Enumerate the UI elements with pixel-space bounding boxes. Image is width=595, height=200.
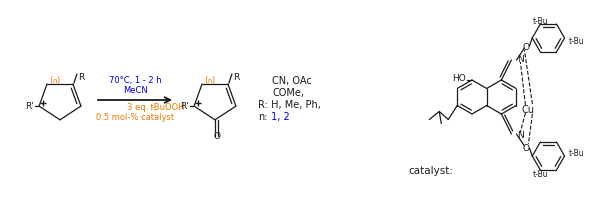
Text: N: N [518, 131, 524, 140]
Text: R:: R: [258, 100, 268, 109]
Text: 70°C, 1 - 2 h: 70°C, 1 - 2 h [109, 76, 161, 85]
Text: O: O [523, 42, 530, 51]
Text: t: t [149, 103, 152, 112]
Text: t-Bu: t-Bu [569, 36, 584, 45]
Text: R: R [78, 73, 84, 82]
Text: O: O [523, 144, 530, 153]
Text: t-Bu: t-Bu [533, 17, 548, 26]
Text: 0.5 mol-% catalyst: 0.5 mol-% catalyst [96, 113, 174, 122]
Text: COMe,: COMe, [272, 88, 304, 98]
Text: R': R' [180, 101, 189, 110]
Text: CN, OAc: CN, OAc [272, 76, 312, 86]
Text: ): ) [211, 76, 215, 85]
Text: O: O [213, 131, 220, 140]
Text: 3 eq.: 3 eq. [127, 103, 151, 112]
Text: MeCN: MeCN [123, 86, 148, 95]
Text: n: n [53, 78, 57, 84]
Text: (: ( [49, 76, 53, 85]
Text: HO: HO [452, 74, 466, 83]
Text: ): ) [57, 76, 60, 85]
Text: H, Me, Ph,: H, Me, Ph, [268, 100, 321, 109]
Text: R: R [233, 73, 239, 82]
Text: N: N [518, 55, 524, 64]
Text: t-Bu: t-Bu [569, 149, 584, 158]
Text: catalyst:: catalyst: [408, 165, 453, 175]
Text: 1, 2: 1, 2 [268, 111, 290, 121]
Text: R': R' [26, 101, 34, 110]
Text: n: n [208, 78, 212, 84]
Text: n:: n: [258, 111, 268, 121]
Text: -BuOOH: -BuOOH [152, 103, 186, 112]
Text: (: ( [205, 76, 208, 85]
Text: Cu: Cu [522, 104, 535, 114]
Text: t-Bu: t-Bu [533, 169, 548, 178]
